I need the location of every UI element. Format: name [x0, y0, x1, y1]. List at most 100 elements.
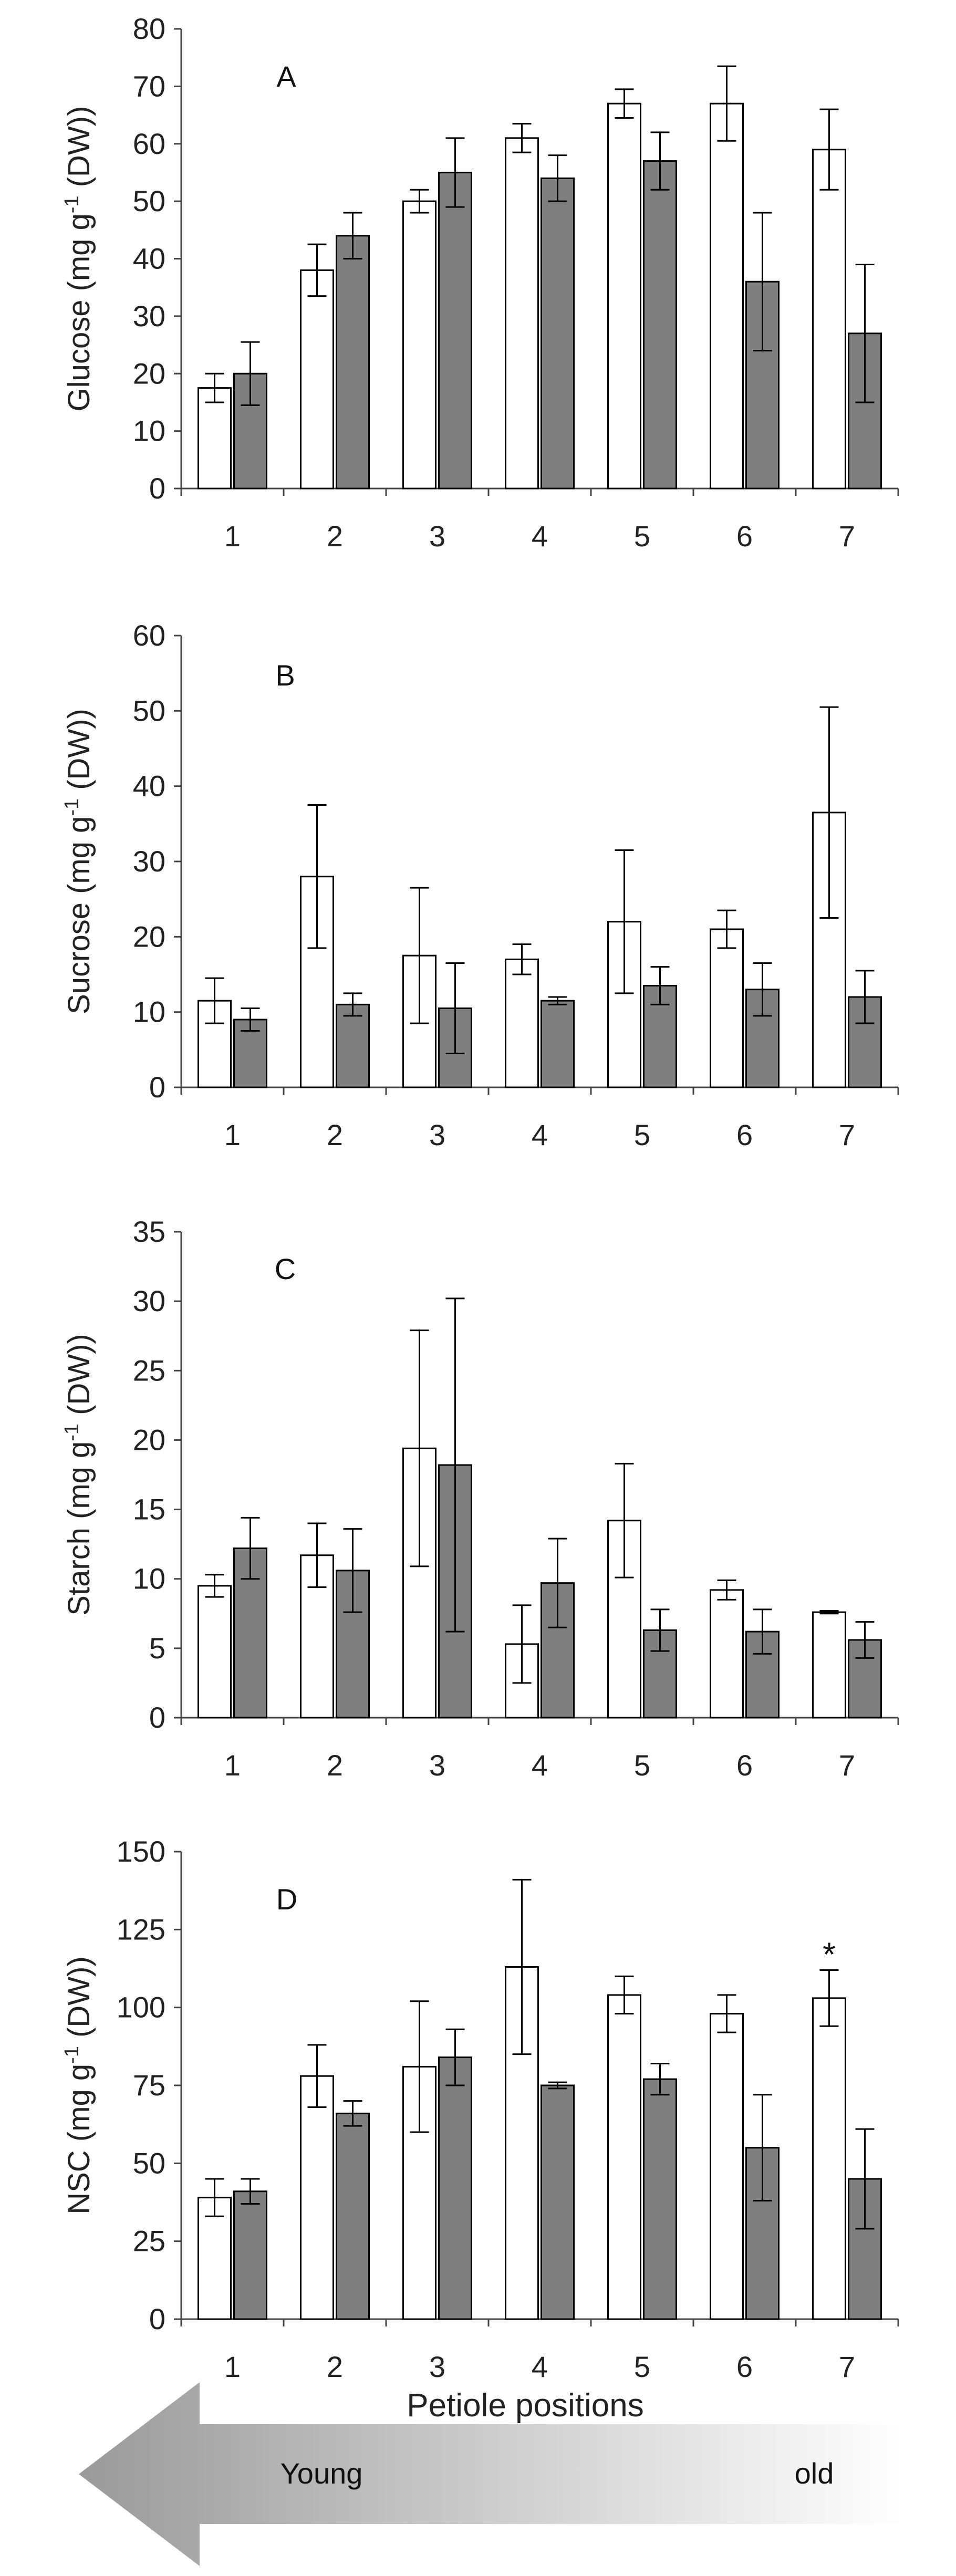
x-tick-label: 6	[736, 1118, 753, 1151]
y-tick-label: 10	[133, 1562, 165, 1595]
bar-nsc-series-1-position-3	[402, 2065, 437, 2320]
x-tick-label: 5	[634, 520, 650, 553]
x-tick-label: 1	[224, 520, 241, 553]
y-axis-title: Starch (mg g-1 (DW))	[61, 1334, 96, 1615]
age-arrow: Young old	[79, 2382, 903, 2566]
bar-glucose-series-2-position-4	[541, 177, 575, 490]
x-tick-label: 7	[839, 1118, 855, 1151]
x-tick-label: 4	[532, 1118, 548, 1151]
x-tick-label: 1	[224, 2350, 241, 2383]
y-tick-label: 75	[133, 2069, 165, 2102]
bar-sucrose-series-2-position-4	[541, 1000, 575, 1088]
y-axis-title: Glucose (mg g-1 (DW))	[61, 106, 96, 412]
x-tick-label: 7	[839, 520, 855, 553]
bar-glucose-series-2-position-2	[336, 235, 370, 490]
y-tick-label: 40	[133, 242, 165, 275]
y-tick-label: 50	[133, 694, 165, 727]
y-tick-label: 40	[133, 770, 165, 803]
arrow-label-old: old	[795, 2457, 834, 2490]
y-tick-label: 20	[133, 920, 165, 953]
y-tick-label: 15	[133, 1493, 165, 1526]
x-tick-label: 2	[327, 1749, 343, 1782]
bar-nsc-series-2-position-1	[233, 2190, 267, 2320]
panel-starch: 0 5 10 15 20 25 30 35 1 2 3 4 5 6 7 C Starch (mg g-1 (DW…	[61, 1215, 899, 1782]
bar-nsc-series-2-position-3	[438, 2056, 472, 2320]
panel-glucose: 0 10 20 30 40 50 60 70 80 1 2 3 4 5 6 7 A Glucose (mg g-1…	[61, 12, 899, 553]
bar-glucose-series-1-position-6	[710, 102, 744, 490]
panel-nsc: 0 25 50 75 100 125 150 1 2 3 4 5 6 7 * D NSC (mg g-1 (DW…	[61, 1835, 899, 2383]
bar-glucose-series-2-position-3	[438, 171, 472, 490]
x-tick-label: 2	[327, 2350, 343, 2383]
y-axis-title: NSC (mg g-1 (DW))	[61, 1956, 96, 2214]
x-tick-label: 7	[839, 1749, 855, 1782]
y-tick-label: 20	[133, 1423, 165, 1456]
y-tick-label: 30	[133, 845, 165, 878]
y-tick-label: 25	[133, 2225, 165, 2258]
age-arrow-shape	[79, 2382, 903, 2566]
y-tick-label: 35	[133, 1215, 165, 1248]
bar-nsc-series-1-position-6	[710, 2013, 744, 2320]
y-tick-label: 50	[133, 2146, 165, 2179]
y-tick-label: 20	[133, 357, 165, 390]
y-tick-label: 60	[133, 127, 165, 160]
y-tick-label: 0	[149, 1701, 165, 1734]
bar-starch-series-1-position-1	[198, 1585, 232, 1719]
panel-label: A	[276, 60, 296, 93]
x-tick-label: 1	[224, 1749, 241, 1782]
significance-marker: *	[823, 1935, 836, 1973]
x-tick-label: 4	[532, 2350, 548, 2383]
bar-glucose-series-1-position-5	[607, 102, 641, 490]
x-tick-label: 5	[634, 2350, 650, 2383]
bar-nsc-series-1-position-7	[812, 1997, 846, 2320]
x-tick-label: 2	[327, 520, 343, 553]
panel-label: D	[276, 1883, 297, 1916]
x-tick-label: 6	[736, 2350, 753, 2383]
bar-starch-series-1-position-7	[812, 1611, 846, 1719]
bar-sucrose-series-1-position-6	[710, 928, 744, 1088]
bar-nsc-series-2-position-5	[643, 2078, 677, 2320]
y-tick-label: 30	[133, 1284, 165, 1317]
y-tick-label: 80	[133, 12, 165, 45]
bar-starch-series-1-position-6	[710, 1589, 744, 1719]
arrow-label-young: Young	[280, 2457, 363, 2490]
y-tick-label: 60	[133, 619, 165, 652]
panel-label: B	[275, 659, 295, 692]
y-tick-label: 10	[133, 995, 165, 1029]
x-tick-label: 4	[532, 1749, 548, 1782]
panel-label: C	[275, 1252, 296, 1285]
bar-glucose-series-2-position-5	[643, 160, 677, 490]
y-tick-label: 70	[133, 69, 165, 102]
x-tick-label: 3	[429, 1749, 445, 1782]
x-tick-label: 2	[327, 1118, 343, 1151]
bar-nsc-series-1-position-2	[300, 2075, 334, 2320]
y-tick-label: 30	[133, 299, 165, 333]
y-tick-label: 10	[133, 414, 165, 448]
y-axis-title: Sucrose (mg g-1 (DW))	[61, 709, 96, 1014]
x-tick-label: 3	[429, 520, 445, 553]
x-tick-label: 5	[634, 1118, 650, 1151]
y-tick-label: 150	[117, 1835, 165, 1868]
x-tick-label: 7	[839, 2350, 855, 2383]
y-tick-label: 5	[149, 1632, 165, 1665]
y-tick-label: 25	[133, 1354, 165, 1387]
x-tick-label: 5	[634, 1749, 650, 1782]
bar-sucrose-series-2-position-2	[336, 1003, 370, 1088]
y-tick-label: 50	[133, 184, 165, 217]
x-tick-label: 3	[429, 1118, 445, 1151]
y-tick-label: 0	[149, 1071, 165, 1104]
x-tick-label: 4	[532, 520, 548, 553]
x-tick-label: 6	[736, 1749, 753, 1782]
y-tick-label: 0	[149, 472, 165, 505]
bar-glucose-series-1-position-7	[812, 149, 846, 490]
x-tick-label: 6	[736, 520, 753, 553]
x-axis-title: Petiole positions	[407, 2387, 644, 2424]
bar-nsc-series-2-position-4	[541, 2084, 575, 2320]
y-tick-label: 100	[117, 1991, 165, 2024]
bar-glucose-series-1-position-3	[402, 200, 437, 490]
y-tick-label: 125	[117, 1913, 165, 1946]
bar-sucrose-series-1-position-4	[505, 958, 539, 1088]
x-tick-label: 3	[429, 2350, 445, 2383]
x-tick-label: 1	[224, 1118, 241, 1151]
bar-glucose-series-1-position-4	[505, 137, 539, 490]
